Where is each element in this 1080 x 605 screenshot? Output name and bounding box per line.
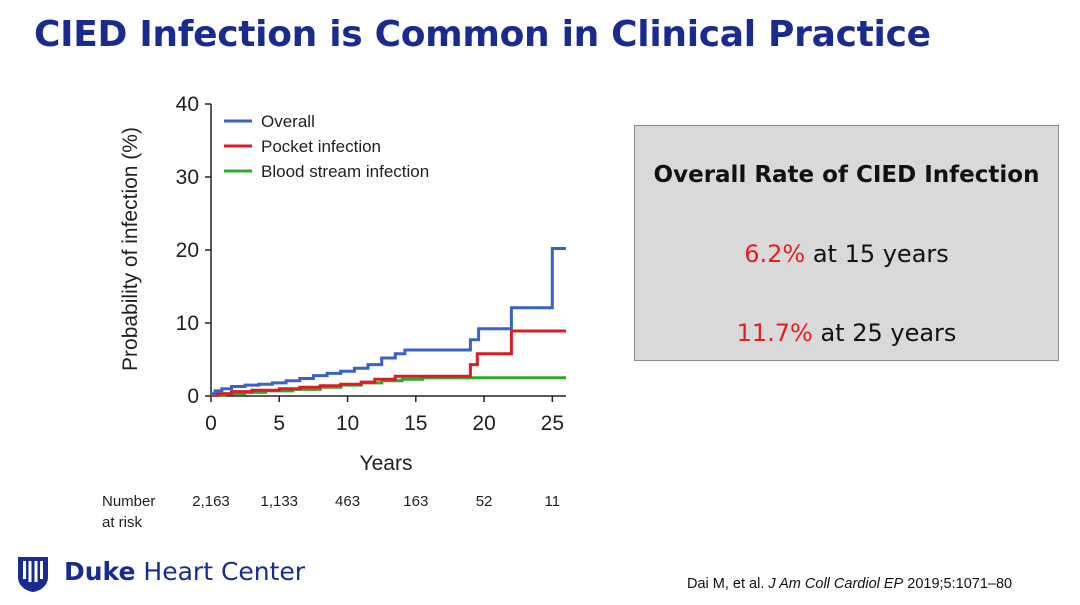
- x-tick-label: 20: [472, 412, 495, 435]
- rate-text-25-years: at 25 years: [812, 319, 957, 347]
- rate-text-15-years: at 15 years: [805, 240, 949, 268]
- y-axis-title: Probability of infection (%): [119, 127, 142, 371]
- series-line-pocket-infection: [211, 329, 566, 397]
- logo-name-rest: Heart Center: [135, 557, 306, 586]
- citation: Dai M, et al. J Am Coll Cardiol EP 2019;…: [687, 576, 1012, 592]
- risk-value: 52: [476, 493, 493, 510]
- citation-journal: J Am Coll Cardiol EP: [768, 576, 904, 592]
- legend-label-overall: Overall: [261, 112, 315, 131]
- rate-value-15-years: 6.2%: [744, 240, 806, 268]
- axes-layer: 0 10 20 30 40 0 5 10 15 20 25 Years Probability of i…: [119, 93, 566, 475]
- logo-name-bold: Duke: [64, 557, 136, 586]
- summary-heading: Overall Rate of CIED Infection: [653, 162, 1040, 188]
- citation-details: 2019;5:1071–80: [903, 576, 1013, 592]
- duke-shield-icon: [18, 557, 48, 592]
- logo-text: Duke Heart Center: [64, 557, 305, 586]
- legend: Overall Pocket infection Blood stream infe…: [224, 112, 429, 181]
- risk-row-label: at risk: [102, 514, 143, 531]
- risk-value: 1,133: [260, 493, 298, 510]
- legend-label-pocket-infection: Pocket infection: [261, 137, 381, 156]
- y-tick-label: 20: [176, 239, 199, 262]
- risk-value: 463: [335, 493, 360, 510]
- citation-authors: Dai M, et al.: [687, 576, 769, 592]
- y-tick-label: 10: [176, 312, 199, 335]
- summary-line-25-years: 11.7% at 25 years: [635, 319, 1058, 347]
- number-at-risk-table: Number at risk 2,163 1,133 463 163 52 11: [102, 493, 560, 531]
- rate-value-25-years: 11.7%: [736, 319, 813, 347]
- y-tick-label: 30: [176, 166, 199, 189]
- y-tick-label: 40: [176, 93, 199, 116]
- risk-value: 2,163: [192, 493, 230, 510]
- x-tick-label: 15: [404, 412, 427, 435]
- risk-value: 11: [545, 493, 561, 510]
- infection-rate-summary-box: Overall Rate of CIED Infection 6.2% at 1…: [634, 125, 1059, 361]
- x-axis-title: Years: [360, 452, 413, 475]
- y-tick-label: 0: [187, 385, 199, 408]
- series-layer: [211, 247, 566, 397]
- x-tick-label: 0: [205, 412, 217, 435]
- legend-label-blood-stream-infection: Blood stream infection: [261, 162, 429, 181]
- x-tick-label: 25: [541, 412, 564, 435]
- risk-value: 163: [403, 493, 428, 510]
- risk-row-label: Number: [102, 493, 155, 510]
- slide-title: CIED Infection is Common in Clinical Pra…: [34, 14, 931, 55]
- summary-line-15-years: 6.2% at 15 years: [635, 240, 1058, 268]
- x-tick-label: 5: [273, 412, 285, 435]
- x-tick-label: 10: [336, 412, 359, 435]
- series-line-overall: [211, 247, 566, 396]
